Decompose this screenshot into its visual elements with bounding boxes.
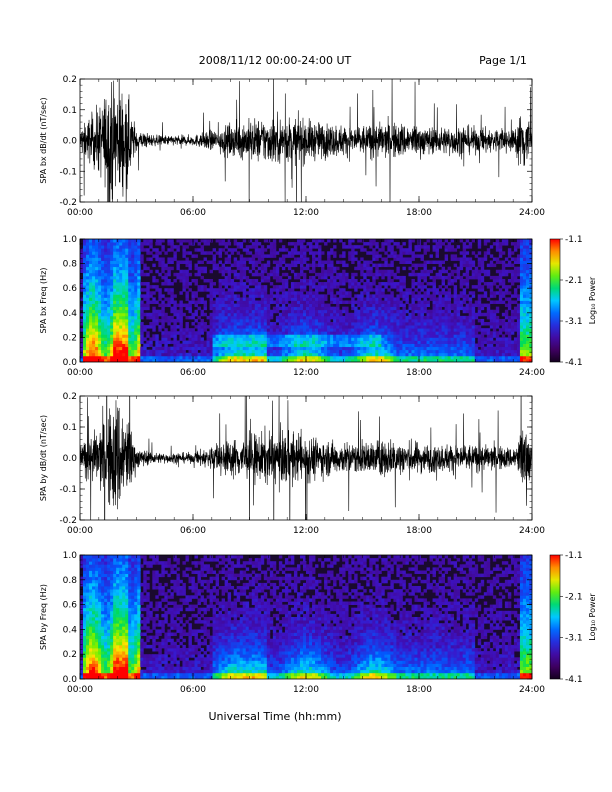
y-tick-label: 0.2 <box>63 333 77 343</box>
y-tick-label: 0.4 <box>63 309 78 319</box>
y-tick-label: 1.0 <box>63 235 78 245</box>
header-page-number: Page 1/1 <box>479 54 527 67</box>
y-tick-label: 0.0 <box>63 675 78 685</box>
y-tick-label: 0.6 <box>63 601 78 611</box>
x-tick-label: 24:00 <box>519 685 545 695</box>
x-tick-label: 24:00 <box>519 208 545 218</box>
panel-1: -0.2 -0.1 0.0 0.1 0.2 00:00 06:00 12:00 18:00 24:… <box>39 75 545 218</box>
x-tick-label: 00:00 <box>67 685 93 695</box>
heatmap-cells-4 <box>80 555 532 679</box>
colorbar-tick-label: -3.1 <box>565 317 583 327</box>
y-tick-label: 0.2 <box>63 650 77 660</box>
y-tick-label: -0.2 <box>59 198 77 208</box>
y-tick-label: -0.1 <box>59 167 77 177</box>
y-tick-label: -0.1 <box>59 485 77 495</box>
colorbar-tick-label: -4.1 <box>565 358 583 368</box>
y-axis-label: SPA by Freq (Hz) <box>39 584 48 650</box>
y-tick-label: 0.2 <box>63 75 77 85</box>
x-axis-label: Universal Time (hh:mm) <box>209 710 342 723</box>
y-tick-label: 0.0 <box>63 358 78 368</box>
x-tick-label: 24:00 <box>519 526 545 536</box>
y-tick-label: 0.1 <box>63 106 77 116</box>
colorbar-label: Log₁₀ Power <box>588 593 597 641</box>
x-tick-label: 18:00 <box>406 526 432 536</box>
y-tick-label: 0.1 <box>63 423 77 433</box>
y-tick-label: 0.2 <box>63 392 77 402</box>
header-date-range: 2008/11/12 00:00-24:00 UT <box>199 54 352 67</box>
y-tick-label: 0.8 <box>63 576 78 586</box>
x-tick-label: 00:00 <box>67 368 93 378</box>
x-tick-label: 00:00 <box>67 208 93 218</box>
trace-line-3 <box>80 396 532 520</box>
x-tick-label: 12:00 <box>293 208 319 218</box>
heatmap-cells-2 <box>80 239 532 362</box>
y-tick-label: 1.0 <box>63 551 78 561</box>
x-tick-label: 06:00 <box>180 368 206 378</box>
y-tick-label: -0.2 <box>59 516 77 526</box>
colorbar-tick-label: -1.1 <box>565 235 583 245</box>
x-tick-label: 06:00 <box>180 685 206 695</box>
panel-3: -0.2 -0.1 0.0 0.1 0.2 00:00 06:00 12:00 18:00 24:… <box>39 392 545 536</box>
colorbar-tick-label: -1.1 <box>565 551 583 561</box>
colorbar-tick-label: -2.1 <box>565 592 583 602</box>
colorbar-label: Log₁₀ Power <box>588 276 597 324</box>
y-tick-label: 0.0 <box>63 454 78 464</box>
x-tick-label: 00:00 <box>67 526 93 536</box>
x-tick-label: 12:00 <box>293 685 319 695</box>
x-tick-label: 06:00 <box>180 208 206 218</box>
colorbar-tick-label: -2.1 <box>565 276 583 286</box>
x-tick-label: 12:00 <box>293 526 319 536</box>
x-tick-label: 18:00 <box>406 208 432 218</box>
panel-2: -1.1 -2.1 -3.1 -4.1 Log₁₀ Power 0.0 0.2 0.4 0.6 0… <box>39 235 597 378</box>
x-tick-label: 12:00 <box>293 368 319 378</box>
y-tick-label: 0.4 <box>63 625 78 635</box>
colorbar-tick-label: -3.1 <box>565 634 583 644</box>
y-tick-label: 0.0 <box>63 137 78 147</box>
x-tick-label: 18:00 <box>406 368 432 378</box>
panels-group: -0.2 -0.1 0.0 0.1 0.2 00:00 06:00 12:00 18:00 24:… <box>39 75 597 695</box>
colorbar-4 <box>549 554 561 680</box>
x-tick-label: 24:00 <box>519 368 545 378</box>
y-axis-label: SPA bx Freq (Hz) <box>39 268 48 334</box>
y-tick-label: 0.6 <box>63 284 78 294</box>
panel-4: -1.1 -2.1 -3.1 -4.1 Log₁₀ Power 0.0 0.2 0.4 0.6 0… <box>39 551 597 695</box>
y-axis-label: SPA bx dB/dt (nT/sec) <box>39 97 48 183</box>
y-tick-label: 0.8 <box>63 260 78 270</box>
colorbar-tick-label: -4.1 <box>565 675 583 685</box>
trace-line-1 <box>80 79 532 202</box>
colorbar-2 <box>549 238 561 363</box>
x-tick-label: 06:00 <box>180 526 206 536</box>
x-tick-label: 18:00 <box>406 685 432 695</box>
y-axis-label: SPA by dB/dt (nT/sec) <box>39 415 48 501</box>
